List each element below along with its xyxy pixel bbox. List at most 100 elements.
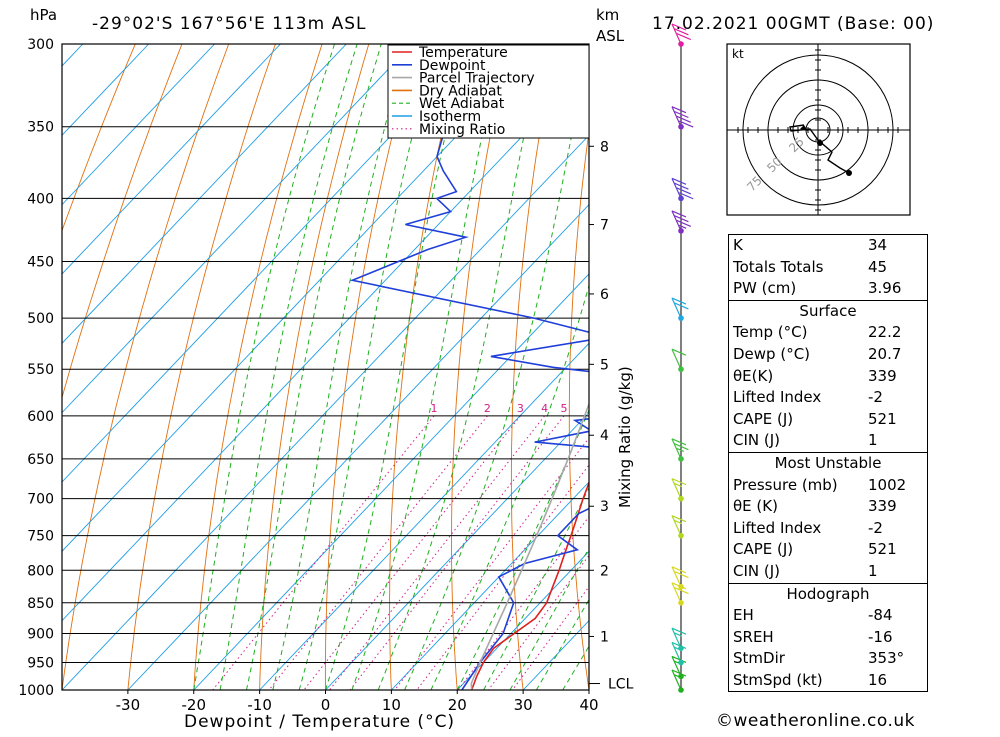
temp-tick-label: 40 <box>579 696 598 714</box>
stat-row: K 34 <box>729 235 927 257</box>
legend-label: Wet Adiabat <box>419 96 505 112</box>
hodograph-end-point <box>846 170 852 176</box>
stat-row: θE (K) 339 <box>729 496 927 518</box>
pressure-tick-label: 900 <box>27 626 54 642</box>
pressure-tick-label: 500 <box>27 311 54 327</box>
dry-adiabat-line <box>62 44 183 400</box>
stat-value: 339 <box>868 497 897 516</box>
temp-tick-label: -30 <box>116 696 141 714</box>
stat-value: 521 <box>868 409 897 428</box>
wind-barb-half-feather <box>674 482 682 487</box>
temp-tick-label: 20 <box>448 696 467 714</box>
location-title: -29°02'S 167°56'E 113m ASL <box>92 14 366 34</box>
stat-value: 45 <box>868 257 888 276</box>
dry-adiabat-line <box>62 44 136 232</box>
mixing-ratio-label: 15 <box>659 402 673 415</box>
stat-label: Lifted Index <box>733 388 822 407</box>
most-unstable-title: Most Unstable <box>774 453 882 472</box>
stat-label: SREH <box>733 627 774 646</box>
mixing-ratio-label: 2 <box>484 402 491 415</box>
legend-label: Dry Adiabat <box>419 83 502 99</box>
general-indices: K 34 Totals Totals 45 PW (cm) 3.96 <box>728 234 928 300</box>
km-tick-label: 6 <box>600 287 609 303</box>
wind-barb-feather <box>674 182 689 190</box>
stat-value: 339 <box>868 366 897 385</box>
isotherm-line <box>62 65 589 622</box>
km-tick-label: 3 <box>600 499 609 515</box>
wind-barb-feather <box>674 302 689 310</box>
wind-barb-staff <box>671 656 682 677</box>
pressure-tick-label: 750 <box>27 529 54 545</box>
stat-label: StmDir <box>733 649 785 668</box>
stat-value: -16 <box>868 627 893 646</box>
wind-barb-staff <box>671 297 682 319</box>
copyright-label: ©weatheronline.co.uk <box>716 711 916 731</box>
stat-value: 22.2 <box>868 323 902 342</box>
wind-barb-feather <box>671 515 687 523</box>
mixing-ratio-line <box>303 415 521 690</box>
hodograph-trace <box>789 124 850 174</box>
stat-row: CIN (J) 1 <box>729 561 927 583</box>
wind-barb-feather <box>674 215 689 223</box>
isotherm-line <box>325 411 589 690</box>
wind-barb-feather <box>671 478 687 486</box>
pressure-tick-label: 300 <box>27 37 54 53</box>
stat-row: Dewp (°C) 20.7 <box>729 344 927 366</box>
stat-row: Pressure (mb) 1002 <box>729 475 927 497</box>
isotherm-line <box>62 44 215 206</box>
stat-value: 521 <box>868 540 897 559</box>
stat-value: 353° <box>868 649 905 668</box>
lcl-label: LCL <box>608 677 634 693</box>
stat-row: EH -84 <box>729 605 927 627</box>
wind-barb-feather <box>674 443 689 451</box>
mixing-ratio-label: 3 <box>517 402 524 415</box>
wind-barb-feather <box>676 187 692 195</box>
y2-axis-title: Mixing Ratio (g/kg) <box>616 366 634 508</box>
hodograph-title: Hodograph <box>786 584 870 603</box>
mixing-ratio-label: 25 <box>710 402 724 415</box>
wind-barb-feather <box>671 23 687 31</box>
isotherm-line <box>62 44 347 344</box>
stat-row: CAPE (J) 521 <box>729 409 927 431</box>
wind-barb-staff <box>671 582 682 604</box>
isotherm-line <box>62 134 589 690</box>
stat-value: -84 <box>868 606 893 625</box>
legend-label: Dewpoint <box>419 58 486 74</box>
wind-barb-feather <box>671 627 687 635</box>
isotherm-line <box>456 550 589 690</box>
km-tick-label: 7 <box>600 218 609 234</box>
wind-barb-half-feather <box>674 632 682 637</box>
stat-label: CIN (J) <box>733 561 781 580</box>
stat-row: Totals Totals 45 <box>729 257 927 279</box>
km-tick-label: 1 <box>600 629 609 645</box>
wind-barb-staff <box>671 23 682 45</box>
wet-adiabat-line <box>509 547 589 690</box>
wind-barb-staff <box>671 438 682 460</box>
pressure-tick-label: 850 <box>27 596 54 612</box>
pressure-tick-label: 600 <box>27 409 54 425</box>
pressure-tick-label: 700 <box>27 492 54 508</box>
temp-tick-label: 10 <box>382 696 401 714</box>
temp-tick-label: -20 <box>182 696 207 714</box>
stat-row: Lifted Index -2 <box>729 387 927 409</box>
legend-label: Parcel Trajectory <box>419 71 535 87</box>
wind-barb-half-feather <box>678 224 687 229</box>
hodograph-unit-label: kt <box>732 47 744 61</box>
pressure-tick-label: 450 <box>27 255 54 271</box>
stat-label: K <box>733 236 743 254</box>
legend-box <box>387 44 590 139</box>
stat-value: 20.7 <box>868 344 902 363</box>
wind-barb-feather <box>671 438 687 446</box>
pressure-tick-label: 950 <box>27 655 54 671</box>
stat-value: 3.96 <box>868 279 902 298</box>
wind-barb-staff <box>671 566 682 588</box>
km-label: km <box>596 6 619 24</box>
parcel-trajectory-line <box>470 401 589 690</box>
stat-label: CAPE (J) <box>733 409 794 428</box>
wind-barb-staff <box>671 178 682 199</box>
stat-row: Temp (°C) 22.2 <box>729 322 927 344</box>
surface-title: Surface <box>799 301 857 320</box>
legend-label: Isotherm <box>419 109 481 125</box>
pressure-tick-label: 650 <box>27 452 54 468</box>
